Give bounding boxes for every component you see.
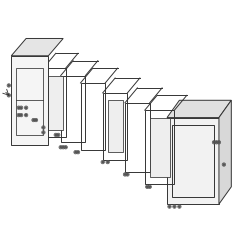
- Circle shape: [20, 107, 22, 108]
- Circle shape: [25, 114, 27, 116]
- Circle shape: [77, 152, 79, 153]
- Circle shape: [20, 114, 22, 116]
- Circle shape: [169, 206, 170, 207]
- Circle shape: [43, 132, 44, 133]
- Circle shape: [25, 107, 27, 108]
- Circle shape: [124, 174, 126, 175]
- Polygon shape: [46, 76, 63, 130]
- Circle shape: [179, 206, 180, 207]
- Circle shape: [216, 142, 217, 143]
- Circle shape: [149, 186, 150, 188]
- Circle shape: [18, 114, 20, 116]
- Polygon shape: [108, 100, 122, 152]
- Circle shape: [55, 134, 56, 136]
- Circle shape: [213, 142, 215, 143]
- Polygon shape: [11, 38, 63, 56]
- Circle shape: [174, 206, 175, 207]
- Circle shape: [62, 146, 64, 148]
- Circle shape: [8, 94, 10, 96]
- Polygon shape: [150, 118, 170, 177]
- Circle shape: [33, 119, 34, 121]
- Circle shape: [35, 119, 37, 121]
- Circle shape: [127, 174, 128, 175]
- Circle shape: [223, 164, 225, 165]
- Circle shape: [65, 146, 66, 148]
- Circle shape: [18, 107, 20, 108]
- Circle shape: [102, 161, 104, 163]
- Circle shape: [146, 186, 148, 188]
- Polygon shape: [11, 56, 48, 145]
- Circle shape: [75, 152, 76, 153]
- Circle shape: [58, 134, 59, 136]
- Circle shape: [218, 142, 220, 143]
- Circle shape: [107, 161, 108, 163]
- Circle shape: [43, 127, 44, 128]
- Circle shape: [8, 85, 10, 86]
- Circle shape: [60, 146, 62, 148]
- Polygon shape: [167, 118, 219, 204]
- Polygon shape: [219, 100, 231, 204]
- Polygon shape: [167, 100, 231, 117]
